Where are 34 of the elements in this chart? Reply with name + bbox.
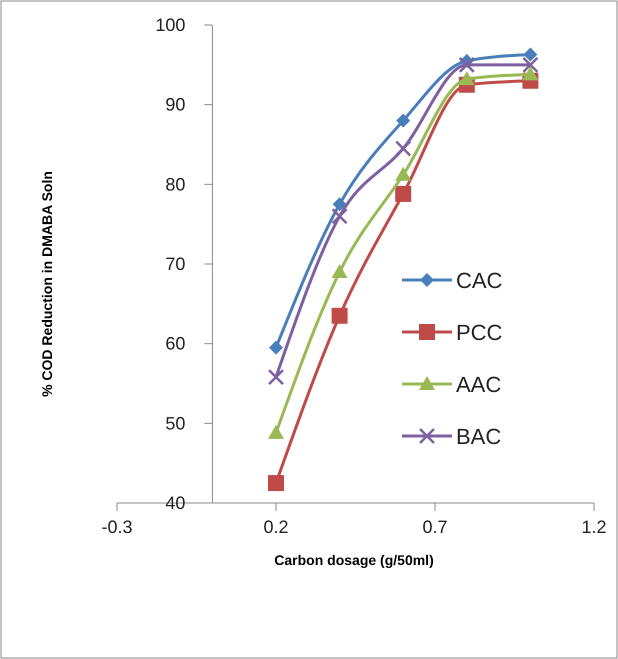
y-tick-label: 100	[155, 15, 186, 35]
x-tick-label: 0.7	[422, 517, 448, 537]
y-tick-label: 70	[165, 254, 186, 274]
x-tick-label: -0.3	[101, 517, 133, 537]
point	[395, 166, 412, 181]
y-tick-label: 60	[165, 334, 186, 354]
legend-label: PCC	[456, 320, 503, 345]
point	[332, 197, 347, 212]
point	[332, 264, 348, 278]
legend-label: CAC	[456, 268, 503, 293]
x-tick-label: 0.2	[263, 517, 289, 537]
x-axis-title: Carbon dosage (g/50ml)	[274, 552, 434, 568]
point	[268, 424, 284, 439]
x-tick-label: 1.2	[581, 517, 607, 537]
point	[522, 66, 538, 80]
point	[268, 368, 284, 386]
point	[331, 208, 348, 224]
point	[458, 56, 476, 74]
point	[522, 56, 539, 74]
y-tick-label: 40	[165, 493, 186, 513]
point	[396, 114, 410, 128]
y-tick-label: 80	[165, 174, 186, 194]
legend-label: AAC	[456, 372, 502, 397]
point	[458, 71, 475, 86]
y-axis-title: % COD Reduction in DMABA Soln	[39, 171, 55, 397]
point	[523, 47, 538, 62]
point	[332, 308, 348, 324]
point	[394, 140, 412, 157]
legend-label: BAC	[456, 424, 502, 449]
y-tick-label: 90	[165, 94, 186, 115]
point	[268, 475, 284, 492]
point	[269, 340, 283, 355]
y-tick-label: 50	[165, 413, 186, 434]
point	[395, 186, 412, 202]
